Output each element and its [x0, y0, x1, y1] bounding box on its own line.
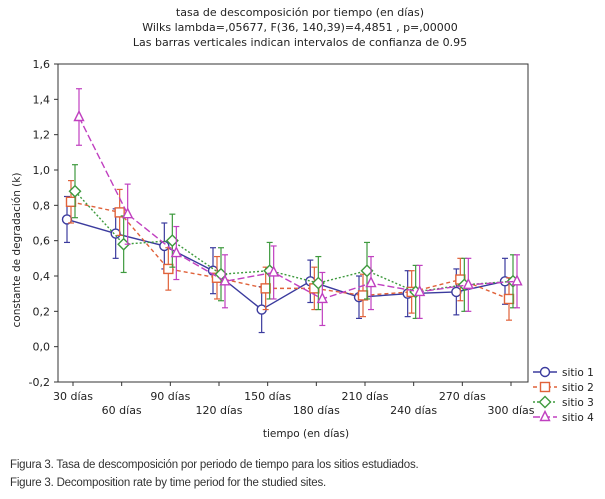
data-point — [316, 291, 328, 304]
series-line — [66, 218, 506, 311]
legend-item: sitio 4 — [533, 409, 594, 424]
data-point — [110, 228, 121, 239]
data-point — [503, 293, 515, 305]
legend: sitio 1 sitio 2 sitio 3 sitio 4 — [533, 366, 594, 424]
y-axis: -0,2 0,0 0,2 0,4 0,6 0,8 1,0 1,2 1,4 1,6 — [29, 58, 58, 389]
y-tick-label: 0,8 — [33, 199, 51, 212]
plot-border — [57, 63, 529, 383]
y-tick-label: 1,4 — [33, 93, 51, 106]
legend-item: sitio 2 — [533, 381, 594, 394]
data-point — [365, 276, 377, 288]
x-tick-label: 60 días — [102, 404, 142, 417]
data-point — [114, 207, 125, 218]
x-tick-label: 210 días — [341, 390, 388, 403]
series-layer — [61, 88, 523, 334]
data-point — [462, 277, 474, 290]
y-tick-label: 0,4 — [33, 270, 51, 283]
x-tick-label: 120 días — [195, 404, 242, 417]
y-tick-label: 1,0 — [33, 164, 51, 177]
x-tick-label: 240 días — [390, 404, 437, 417]
data-point — [539, 381, 551, 393]
plot-area — [57, 63, 529, 383]
data-point — [122, 207, 134, 219]
x-tick-label: 30 días — [53, 390, 93, 403]
series-4 — [73, 88, 523, 327]
data-point — [268, 265, 280, 277]
figure-caption-english: Figure 3. Decomposition rate by time per… — [10, 477, 326, 489]
legend-label: sitio 3 — [562, 397, 594, 409]
y-tick-label: 0,6 — [33, 235, 51, 248]
y-tick-label: -0,2 — [29, 376, 50, 389]
legend-label: sitio 1 — [562, 367, 594, 379]
data-point — [68, 184, 82, 198]
legend-label: sitio 2 — [562, 382, 594, 394]
x-tick-label: 180 días — [293, 404, 340, 417]
x-tick-label: 270 días — [439, 390, 486, 403]
series-3 — [68, 164, 520, 319]
figure-caption-spanish: Figura 3. Tasa de descomposición por per… — [10, 459, 419, 471]
series-line — [78, 116, 518, 300]
chart-subtitle-stats: Wilks lambda=,05677, F(36, 140,39)=4,485… — [142, 21, 458, 34]
data-point — [170, 245, 182, 258]
data-point — [539, 366, 551, 378]
x-tick-label: 90 días — [150, 390, 190, 403]
y-tick-label: 0,2 — [33, 305, 51, 318]
series-line — [74, 190, 514, 293]
data-point — [539, 409, 551, 422]
x-tick-label: 150 días — [244, 390, 291, 403]
series-line — [70, 201, 510, 300]
chart-subtitle-note: Las barras verticales indican intervalos… — [133, 36, 467, 49]
series-2 — [65, 180, 515, 321]
x-axis-label: tiempo (en días) — [263, 428, 349, 440]
chart-title: tasa de descomposición por tiempo (en dí… — [176, 6, 424, 19]
y-tick-label: 1,2 — [33, 129, 51, 142]
data-point — [65, 196, 77, 208]
data-point — [511, 274, 523, 286]
data-point — [219, 274, 231, 286]
data-point — [73, 109, 85, 122]
chart: tasa de descomposición por tiempo (en dí… — [11, 6, 594, 440]
x-tick-label: 300 días — [487, 404, 534, 417]
data-point — [163, 263, 174, 275]
y-axis-label: constante de degradación (k) — [11, 173, 23, 328]
y-tick-label: 1,6 — [33, 58, 51, 71]
data-point — [414, 284, 426, 297]
legend-item: sitio 1 — [533, 366, 594, 379]
data-point — [538, 395, 552, 409]
data-point — [260, 283, 271, 294]
y-tick-label: 0,0 — [33, 341, 51, 354]
data-point — [451, 286, 462, 298]
legend-item: sitio 3 — [533, 395, 594, 409]
legend-label: sitio 4 — [562, 412, 594, 424]
